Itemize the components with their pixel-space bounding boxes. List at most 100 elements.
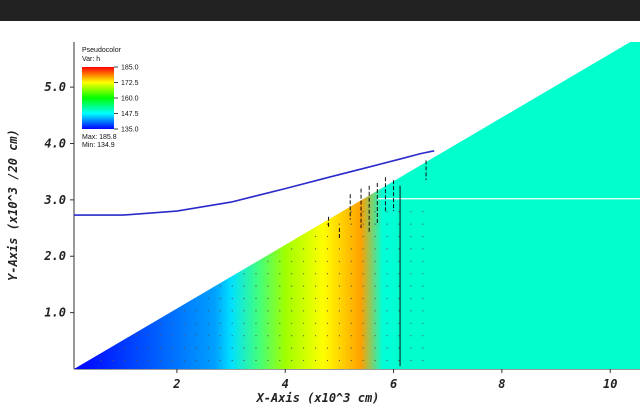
vector-dot: [303, 359, 305, 362]
vector-dot: [243, 335, 245, 337]
vector-dot: [231, 297, 233, 300]
vector-dot: [279, 335, 281, 337]
vector-dot: [315, 285, 317, 287]
vector-dot: [231, 335, 233, 337]
vector-dot: [350, 359, 352, 362]
vector-dot: [195, 359, 197, 362]
vector-dot: [291, 347, 293, 349]
vector-dot: [243, 273, 245, 275]
top-bar: [0, 0, 640, 21]
vector-dot: [374, 297, 376, 300]
vector-dot: [243, 322, 245, 324]
vector-dot: [303, 273, 305, 275]
vector-dot: [410, 322, 412, 324]
y-tick-label: 1.0: [44, 306, 66, 320]
vector-dot: [243, 347, 245, 349]
y-axis-title: Y-Axis (x10^3 /20 cm): [6, 129, 20, 281]
legend-level-label: 185.0: [121, 65, 139, 72]
vector-dot: [303, 248, 305, 250]
vector-dot: [207, 297, 209, 300]
vector-dot: [398, 335, 400, 337]
legend-level-label: 172.5: [121, 80, 139, 87]
field-region: [74, 42, 640, 369]
vector-dot: [326, 235, 329, 238]
vector-dot: [362, 248, 364, 250]
vector-dot: [183, 322, 186, 324]
vector-dot: [160, 359, 162, 362]
vector-dot: [291, 297, 293, 300]
vector-dot: [386, 322, 388, 324]
vector-dot: [231, 322, 233, 324]
vector-dot: [362, 359, 364, 362]
legend-level-label: 147.5: [121, 111, 139, 118]
vector-dot: [183, 310, 186, 312]
vector-dot: [279, 273, 281, 275]
vector-dot: [243, 285, 245, 287]
vector-dot: [279, 310, 281, 312]
x-axis-title: X-Axis (x10^3 cm): [256, 391, 380, 405]
vector-dot: [374, 273, 376, 275]
vector-dot: [350, 297, 352, 300]
vector-dot: [362, 322, 364, 324]
vector-dot: [267, 310, 269, 312]
vector-dot: [374, 310, 376, 312]
vector-dot: [422, 347, 424, 349]
vector-dot: [219, 335, 221, 337]
vector-dot: [291, 335, 293, 337]
vector-dot: [291, 248, 293, 250]
vector-dot: [338, 347, 340, 349]
vector-dot: [243, 297, 245, 300]
vector-dot: [267, 297, 269, 300]
vector-dot: [112, 359, 114, 362]
vector-dot: [243, 359, 245, 362]
vector-dot: [326, 285, 329, 287]
vector-dot: [195, 322, 197, 324]
vector-dot: [374, 322, 376, 324]
vector-dot: [207, 347, 209, 349]
vector-dot: [100, 359, 102, 362]
y-tick-label: 3.0: [43, 193, 66, 207]
vector-dot: [207, 310, 209, 312]
vector-dot: [326, 310, 329, 312]
vector-dot: [195, 347, 197, 349]
vector-dot: [255, 335, 257, 337]
vector-dot: [386, 359, 388, 362]
vector-dot: [315, 260, 317, 262]
y-tick-label: 2.0: [43, 249, 66, 263]
vector-dot: [422, 260, 424, 262]
vector-dot: [291, 260, 293, 262]
vector-dot: [291, 285, 293, 287]
vector-dot: [374, 335, 376, 337]
vector-dot: [160, 347, 162, 349]
vector-dot: [410, 273, 412, 275]
vector-dot: [315, 322, 317, 324]
vector-dot: [410, 297, 412, 300]
vector-dot: [374, 347, 376, 349]
vector-dot: [326, 297, 329, 300]
vector-dot: [243, 310, 245, 312]
vector-dot: [315, 273, 317, 275]
vector-dot: [291, 310, 293, 312]
vector-dot: [386, 347, 388, 349]
y-tick-label: 5.0: [44, 80, 66, 94]
vector-dot: [410, 235, 412, 238]
uniform-region: [404, 42, 640, 369]
vector-dot: [231, 347, 233, 349]
vector-dot: [338, 260, 340, 262]
vector-dot: [350, 223, 352, 225]
vector-dot: [267, 335, 269, 337]
legend-color-bar: [82, 67, 114, 129]
vector-dot: [422, 297, 424, 300]
vector-dot: [410, 359, 412, 362]
vector-dot: [362, 285, 364, 287]
legend-var: Var: h: [82, 56, 100, 63]
vector-dot: [410, 223, 412, 225]
vector-dot: [350, 211, 352, 213]
vector-dot: [422, 359, 424, 362]
vector-dot: [338, 359, 340, 362]
vector-dot: [255, 273, 257, 275]
vector-dot: [303, 260, 305, 262]
vector-dot: [255, 347, 257, 349]
vector-dot: [219, 359, 221, 362]
